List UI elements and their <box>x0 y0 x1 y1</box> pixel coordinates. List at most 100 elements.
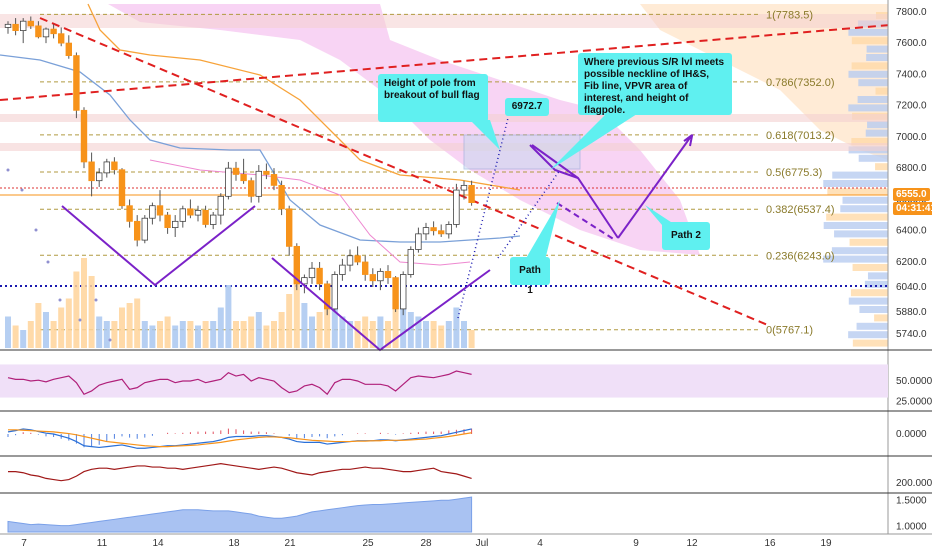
volume-bar <box>172 325 179 348</box>
vpvr-bar <box>848 28 888 36</box>
candle-body <box>323 283 331 310</box>
x-tick-label: Jul <box>476 538 489 549</box>
vpvr-bar <box>840 205 888 213</box>
candle-body <box>73 55 80 111</box>
candle-body <box>118 169 126 207</box>
volume-bar <box>309 316 315 348</box>
candle-body <box>217 195 224 216</box>
candle-body <box>4 23 12 28</box>
indicator-tick-label: 200.0000 <box>896 478 932 489</box>
area-tick-label: 1.5000 <box>896 495 927 506</box>
vpvr-bar <box>834 230 888 238</box>
y-tick-label: 7000.0 <box>896 132 927 143</box>
vpvr-bar <box>848 70 888 78</box>
volume-bar <box>119 307 125 348</box>
vpvr-bar <box>826 213 888 221</box>
ma-blue <box>0 54 521 243</box>
volume-bar <box>339 316 346 348</box>
volume-bar <box>141 321 148 348</box>
annotation-path-2: Path 2 <box>662 222 710 250</box>
candle-body <box>285 208 293 247</box>
target-box <box>463 134 581 170</box>
candle-body <box>407 249 414 275</box>
left-shoulder-v <box>61 205 256 287</box>
volume-bar <box>88 276 95 348</box>
volume-bar <box>157 321 163 348</box>
candle-body <box>361 261 369 275</box>
vpvr-bar <box>823 222 888 229</box>
volume-bar <box>73 271 80 348</box>
volume-bar <box>369 321 376 348</box>
psar-dot <box>58 298 62 302</box>
candle-body <box>278 184 285 210</box>
candle-body <box>331 274 338 310</box>
candle-body <box>35 25 42 38</box>
vpvr-bar <box>875 163 888 171</box>
fib-label: 0.618(7013.2) <box>766 130 835 142</box>
pole-height-label: 6972.7 <box>505 98 549 116</box>
vpvr-bar <box>857 96 888 103</box>
candle-body <box>308 267 316 279</box>
vpvr-bar <box>851 138 888 145</box>
ma-orange <box>87 3 521 191</box>
vpvr-bar <box>866 45 888 53</box>
path-1-dashed <box>556 202 616 241</box>
rsi-line <box>7 370 472 396</box>
x-tick-label: 25 <box>362 538 374 549</box>
volume-bar <box>248 316 255 348</box>
candle-body <box>301 277 308 285</box>
y-tick-label: 7800.0 <box>896 7 927 18</box>
x-tick-label: 14 <box>152 538 164 549</box>
candle-body <box>240 174 247 182</box>
volume-bar <box>126 303 133 348</box>
volume-bar <box>103 321 110 348</box>
vpvr-bar <box>852 264 888 271</box>
vpvr-bar <box>832 171 888 179</box>
candle-body <box>202 209 209 225</box>
candle-body <box>96 172 103 182</box>
macd-line <box>7 428 472 449</box>
candle-body <box>225 167 232 197</box>
candle-body <box>88 161 95 182</box>
volume-bar <box>164 316 171 348</box>
fib-label: 0.786(7352.0) <box>766 77 835 89</box>
annotation-neckline: Where previous S/R lvl meets possible ne… <box>578 53 732 116</box>
fib-label: 0.5(6775.3) <box>766 167 822 179</box>
candle-body <box>354 255 361 263</box>
rsi-band <box>0 364 888 398</box>
vpvr-bar <box>831 247 888 255</box>
candle-body <box>111 161 118 171</box>
macd-tick-label: 0.0000 <box>896 429 927 440</box>
volume-bar <box>187 321 194 348</box>
volume-bar <box>50 321 57 348</box>
candle-body <box>270 174 278 186</box>
volume-bar <box>293 276 300 348</box>
psar-dot <box>78 318 82 322</box>
psar-dot <box>6 168 10 172</box>
volume-bar <box>377 316 384 348</box>
volume-bar <box>27 321 34 348</box>
candle-body <box>126 205 133 222</box>
volume-bar <box>461 321 467 348</box>
volume-bar <box>415 316 422 348</box>
volume-bar <box>81 258 87 348</box>
area-tick-label: 1.0000 <box>896 522 927 533</box>
candle-body <box>255 170 262 197</box>
candle-body <box>133 220 141 241</box>
volume-bar <box>217 307 224 348</box>
current-price-label: 6555.0 <box>893 188 930 201</box>
psar-dot <box>94 298 98 302</box>
volume-bar <box>316 312 323 348</box>
price-axis-bg <box>888 0 932 550</box>
psar-dot <box>46 260 50 264</box>
volume-bar <box>407 312 414 348</box>
volume-bar <box>362 316 369 348</box>
psar-dot <box>108 338 112 342</box>
vpvr-bar <box>850 289 888 297</box>
candle-body <box>12 23 19 31</box>
volume-bar <box>301 303 308 348</box>
volume-bar <box>12 325 19 348</box>
candle-body <box>339 264 346 275</box>
x-tick-label: 19 <box>820 538 832 549</box>
